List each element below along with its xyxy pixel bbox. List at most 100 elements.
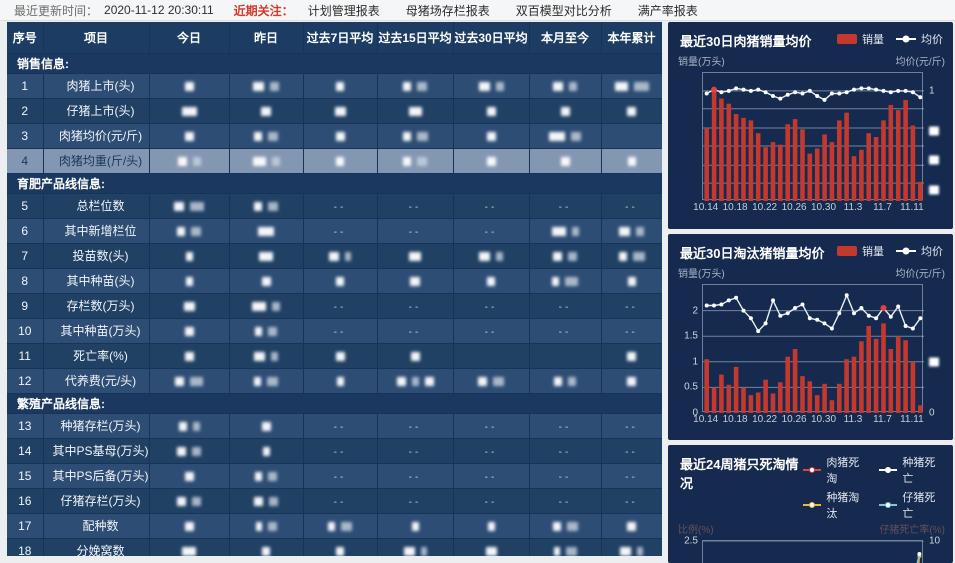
- table-row[interactable]: 1 肉猪上市(头): [7, 73, 662, 99]
- row-item-label: 种猪存栏(万头): [43, 413, 150, 439]
- chart2-legend[interactable]: 销量 均价: [837, 243, 943, 259]
- data-cell: [529, 538, 602, 556]
- table-row[interactable]: 6 其中新增栏位 -- -- --: [7, 218, 662, 244]
- link-full-capacity-report[interactable]: 满产率报表: [637, 3, 698, 18]
- data-cell: [453, 513, 530, 539]
- redacted-value: [551, 226, 566, 236]
- redacted-value: [424, 376, 434, 386]
- redacted-value: [341, 521, 352, 531]
- chart1-legend[interactable]: 销量 均价: [837, 31, 943, 47]
- table-row[interactable]: 3 肉猪均价(元/斤): [7, 123, 662, 149]
- x-axis-tick: 10.26: [781, 202, 807, 213]
- redacted-value: [566, 521, 578, 531]
- legend-line-icon: [896, 247, 916, 255]
- link-plan-report[interactable]: 计划管理报表: [307, 3, 380, 18]
- top-status-bar: 最近更新时间： 2020-11-12 20:30:11 近期关注： 计划管理报表…: [0, 0, 955, 21]
- column-header: 今日: [149, 22, 230, 54]
- data-cell: [229, 343, 304, 369]
- chart-panel-pig-sales[interactable]: 最近30日肉猪销量均价 销量 均价 销量(万头) 均价(元/斤) 1 10.14 1…: [668, 22, 953, 229]
- data-cell: --: [529, 413, 602, 439]
- data-cell: [229, 293, 304, 319]
- redacted-value: [178, 421, 187, 431]
- row-item-label: 代养费(元/头): [43, 368, 150, 394]
- redacted-value: [627, 156, 636, 166]
- redacted-value: [334, 106, 346, 116]
- table-row[interactable]: 13 种猪存栏(万头) -- -- -- -- --: [7, 413, 662, 439]
- redacted-value: [565, 546, 577, 556]
- row-number: 14: [7, 438, 44, 464]
- data-cell: [377, 123, 454, 149]
- legend-item[interactable]: 仔猪死亡: [878, 489, 943, 521]
- link-sow-farm-report[interactable]: 母猪场存栏报表: [405, 3, 490, 18]
- table-row[interactable]: 11 死亡率(%): [7, 343, 662, 369]
- table-row[interactable]: 5 总栏位数 -- -- -- -- --: [7, 193, 662, 219]
- section-header-row: 繁殖产品线信息:: [7, 393, 662, 414]
- legend-item[interactable]: 均价: [896, 243, 943, 259]
- redacted-value: [270, 81, 279, 91]
- chart3-legend[interactable]: 肉猪死淘 种猪死亡 种猪淘汰 仔猪死亡: [802, 454, 943, 521]
- redacted-value: [183, 301, 195, 311]
- link-model-compare-report[interactable]: 双百模型对比分析: [515, 3, 612, 18]
- redacted-value: [420, 546, 427, 556]
- chart-panel-weekly-death-cull[interactable]: 最近24周猪只死淘情况 肉猪死淘 种猪死亡 种猪淘汰 仔猪死亡 比例(%) 仔猪死亡率…: [668, 445, 953, 563]
- table-row[interactable]: 12 代养费(元/头): [7, 368, 662, 394]
- column-header: 昨日: [229, 22, 304, 54]
- legend-item[interactable]: 均价: [896, 31, 943, 47]
- x-axis-tick: 10.14: [693, 414, 719, 425]
- report-table-wrap[interactable]: 序号 项目 今日 昨日 过去7日平均 过去15日平均 过去30日平均 本月至今 本年累计 销售信…: [7, 22, 662, 556]
- redacted-value: [571, 226, 579, 236]
- table-row[interactable]: 14 其中PS基母(万头) -- -- -- -- --: [7, 438, 662, 464]
- redacted-value: [255, 471, 262, 481]
- table-row[interactable]: 4 肉猪均重(斤/头): [7, 148, 662, 174]
- data-cell: [303, 148, 378, 174]
- axis-tick: 10: [929, 535, 941, 547]
- redacted-value: [192, 496, 201, 506]
- row-item-label: 总栏位数: [43, 193, 150, 219]
- legend-item[interactable]: 销量: [837, 31, 884, 47]
- table-row[interactable]: 17 配种数: [7, 513, 662, 539]
- redacted-value: [182, 546, 196, 556]
- data-cell: [601, 268, 662, 294]
- data-cell: --: [377, 218, 454, 244]
- legend-item[interactable]: 种猪死亡: [878, 454, 943, 486]
- redacted-value: [627, 106, 636, 116]
- data-cell: [453, 343, 530, 369]
- table-row[interactable]: 9 存栏数(万头) -- -- -- -- --: [7, 293, 662, 319]
- table-row[interactable]: 10 其中种苗(万头) -- -- -- -- --: [7, 318, 662, 344]
- redacted-value: [190, 201, 204, 211]
- legend-label: 种猪淘汰: [826, 492, 860, 520]
- table-row[interactable]: 15 其中PS后备(万头) -- -- -- -- --: [7, 463, 662, 489]
- data-cell: [229, 243, 304, 269]
- data-cell: --: [303, 193, 378, 219]
- chart3-plot-area[interactable]: 2.521.51086: [684, 536, 940, 563]
- legend-item[interactable]: 肉猪死淘: [802, 454, 867, 486]
- table-row[interactable]: 16 仔猪存栏(万头) -- -- -- -- --: [7, 488, 662, 514]
- data-cell: --: [453, 413, 530, 439]
- chart-panel-cull-pig-sales[interactable]: 最近30日淘汰猪销量均价 销量 均价 销量(万头) 均价(元/斤) 2 1.5 1 0.…: [668, 234, 953, 440]
- data-cell: [149, 538, 230, 556]
- redacted-value: [568, 376, 576, 386]
- chart1-plot-area[interactable]: 1: [702, 72, 939, 201]
- table-row[interactable]: 7 投苗数(头): [7, 243, 662, 269]
- data-cell: --: [529, 193, 602, 219]
- data-cell: [453, 123, 530, 149]
- data-cell: [303, 538, 378, 556]
- table-row[interactable]: 18 分娩窝数: [7, 538, 662, 556]
- data-cell: --: [453, 438, 530, 464]
- legend-item[interactable]: 种猪淘汰: [802, 489, 867, 521]
- update-time-value: 2020-11-12 20:30:11: [104, 3, 214, 17]
- data-cell: [529, 218, 602, 244]
- table-row[interactable]: 2 仔猪上市(头): [7, 98, 662, 124]
- table-row[interactable]: 8 其中种苗(头): [7, 268, 662, 294]
- data-cell: --: [601, 463, 662, 489]
- row-number: 12: [7, 368, 44, 394]
- redacted-value: [410, 351, 420, 361]
- data-cell: --: [377, 193, 454, 219]
- legend-item[interactable]: 销量: [837, 243, 884, 259]
- redacted-value: [403, 546, 415, 556]
- data-cell: --: [303, 293, 378, 319]
- data-cell: [529, 148, 602, 174]
- chart2-plot-area[interactable]: 2 1.5 1 0.5 0 0: [684, 284, 939, 419]
- redacted-value: [262, 446, 270, 456]
- redacted-value: [267, 521, 277, 531]
